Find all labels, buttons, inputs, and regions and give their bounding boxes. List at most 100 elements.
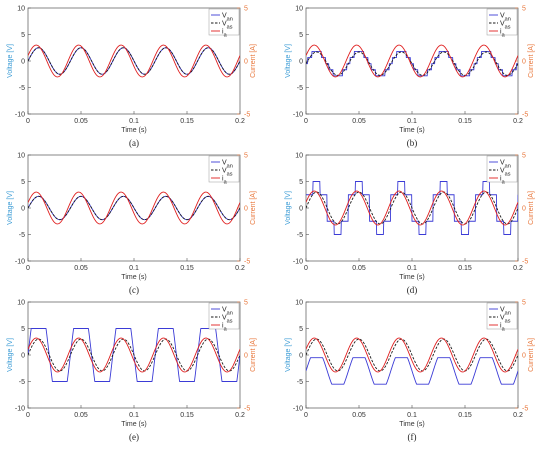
series-line-vas (306, 338, 518, 372)
series-line-vas (306, 51, 518, 76)
series-line-van (306, 181, 518, 235)
y-tick-label: -5 (19, 232, 25, 239)
legend-entry: Vas (222, 168, 233, 178)
x-tick-label: 0 (26, 118, 30, 125)
y2-axis-label: Current [A] (250, 338, 257, 372)
y2-tick-label: -5 (522, 406, 528, 413)
chart-panel-e: 10 5 0 -5 -10 5 0 -5 0 0.05 0.1 0.15 0.2 Time (s) Volt… (7, 300, 257, 443)
series-line-ia (28, 191, 240, 225)
y2-tick-label: 0 (522, 353, 526, 360)
legend-entry: ia (500, 176, 506, 186)
y-tick-label: -5 (297, 85, 303, 92)
legend-entry: Van (222, 160, 233, 170)
y-tick-label: 5 (299, 326, 303, 333)
y2-tick-label: -5 (244, 112, 250, 119)
chart-panel-d: 10 5 0 -5 -10 5 0 -5 0 0.05 0.1 0.15 0.2 Time (s) Volt… (285, 153, 535, 296)
x-tick-label: 0.15 (180, 412, 194, 419)
x-tick-label: 0 (26, 412, 30, 419)
y-tick-label: 10 (17, 6, 25, 13)
legend-entry: Vas (500, 315, 511, 325)
legend-entry: Van (500, 160, 511, 170)
y-tick-label: 10 (295, 6, 303, 13)
x-tick-label: 0.05 (74, 118, 88, 125)
legend-entry: ia (500, 323, 506, 333)
series-line-ia (28, 337, 240, 373)
y-tick-label: 5 (21, 32, 25, 39)
x-tick-label: 0.2 (513, 265, 523, 272)
y-tick-label: 5 (299, 32, 303, 39)
x-tick-label: 0.2 (513, 412, 523, 419)
y-axis-label: Voltage [V] (285, 191, 292, 225)
y2-axis-label: Current [A] (528, 338, 535, 372)
x-tick-label: 0.15 (458, 412, 472, 419)
y-tick-label: -10 (293, 406, 303, 413)
chart-panel-a: 10 5 0 -5 -10 5 0 -5 0 0.05 0.1 0.15 0.2 Time (s) Volt… (7, 6, 257, 149)
series-line-vas (28, 47, 240, 75)
y2-axis-label: Current [A] (250, 191, 257, 225)
y-axis-label: Voltage [V] (285, 44, 292, 78)
y-tick-label: -10 (293, 259, 303, 266)
legend-entry: Vas (500, 21, 511, 31)
y-tick-label: 10 (17, 153, 25, 160)
legend-entry: ia (222, 323, 228, 333)
y-tick-label: 10 (17, 300, 25, 307)
y2-tick-label: -5 (522, 112, 528, 119)
plot-frame (305, 7, 519, 115)
x-tick-label: 0.1 (407, 118, 417, 125)
x-tick-label: 0.05 (352, 265, 366, 272)
series-line-vas (28, 338, 240, 372)
x-tick-label: 0 (304, 265, 308, 272)
panel-caption: (a) (129, 138, 139, 148)
y-tick-label: -5 (297, 379, 303, 386)
y-axis-label: Voltage [V] (7, 191, 14, 225)
panel-caption: (d) (407, 285, 418, 295)
y2-tick-label: 0 (522, 59, 526, 66)
series-line-ia (28, 44, 240, 78)
chart-panel-f: 10 5 0 -5 -10 5 0 -5 0 0.05 0.1 0.15 0.2 Time (s) Volt… (285, 300, 535, 443)
x-tick-label: 0.2 (513, 118, 523, 125)
y-tick-label: 5 (21, 179, 25, 186)
y2-axis-label: Current [A] (528, 44, 535, 78)
y-tick-label: -10 (15, 112, 25, 119)
series-line-vas (306, 191, 518, 225)
x-tick-label: 0.2 (235, 118, 245, 125)
y-tick-label: -10 (293, 112, 303, 119)
series-line-van (306, 357, 518, 385)
y-tick-label: 5 (21, 326, 25, 333)
series-line-ia (306, 44, 518, 78)
x-axis-label: Time (s) (121, 127, 146, 134)
y-tick-label: -5 (19, 379, 25, 386)
y2-tick-label: 0 (244, 206, 248, 213)
x-axis-label: Time (s) (399, 421, 424, 428)
y-tick-label: 0 (21, 206, 25, 213)
y-tick-label: 0 (299, 206, 303, 213)
series-line-ia (306, 337, 518, 373)
chart-panel-b: 10 5 0 -5 -10 5 0 -5 0 0.05 0.1 0.15 0.2 Time (s) Volt… (285, 6, 535, 149)
y2-tick-label: 5 (522, 153, 526, 160)
panel-caption: (b) (407, 138, 418, 148)
series-line-ia (306, 190, 518, 226)
x-tick-label: 0.1 (129, 265, 139, 272)
y-tick-label: -5 (19, 85, 25, 92)
y-tick-label: 0 (299, 353, 303, 360)
y2-axis-label: Current [A] (250, 44, 257, 78)
x-tick-label: 0.2 (235, 265, 245, 272)
x-axis-label: Time (s) (399, 127, 424, 134)
y-tick-label: 10 (295, 153, 303, 160)
x-tick-label: 0 (26, 265, 30, 272)
x-tick-label: 0 (304, 412, 308, 419)
y-tick-label: 0 (21, 59, 25, 66)
x-tick-label: 0.15 (180, 118, 194, 125)
y2-tick-label: 0 (522, 206, 526, 213)
series-line-van (28, 195, 240, 221)
legend-entry: ia (500, 29, 506, 39)
legend-entry: Van (222, 13, 233, 23)
y2-tick-label: 0 (244, 59, 248, 66)
x-tick-label: 0.05 (352, 118, 366, 125)
legend-entry: Vas (222, 21, 233, 31)
x-axis-label: Time (s) (121, 274, 146, 281)
y2-tick-label: 5 (244, 300, 248, 307)
